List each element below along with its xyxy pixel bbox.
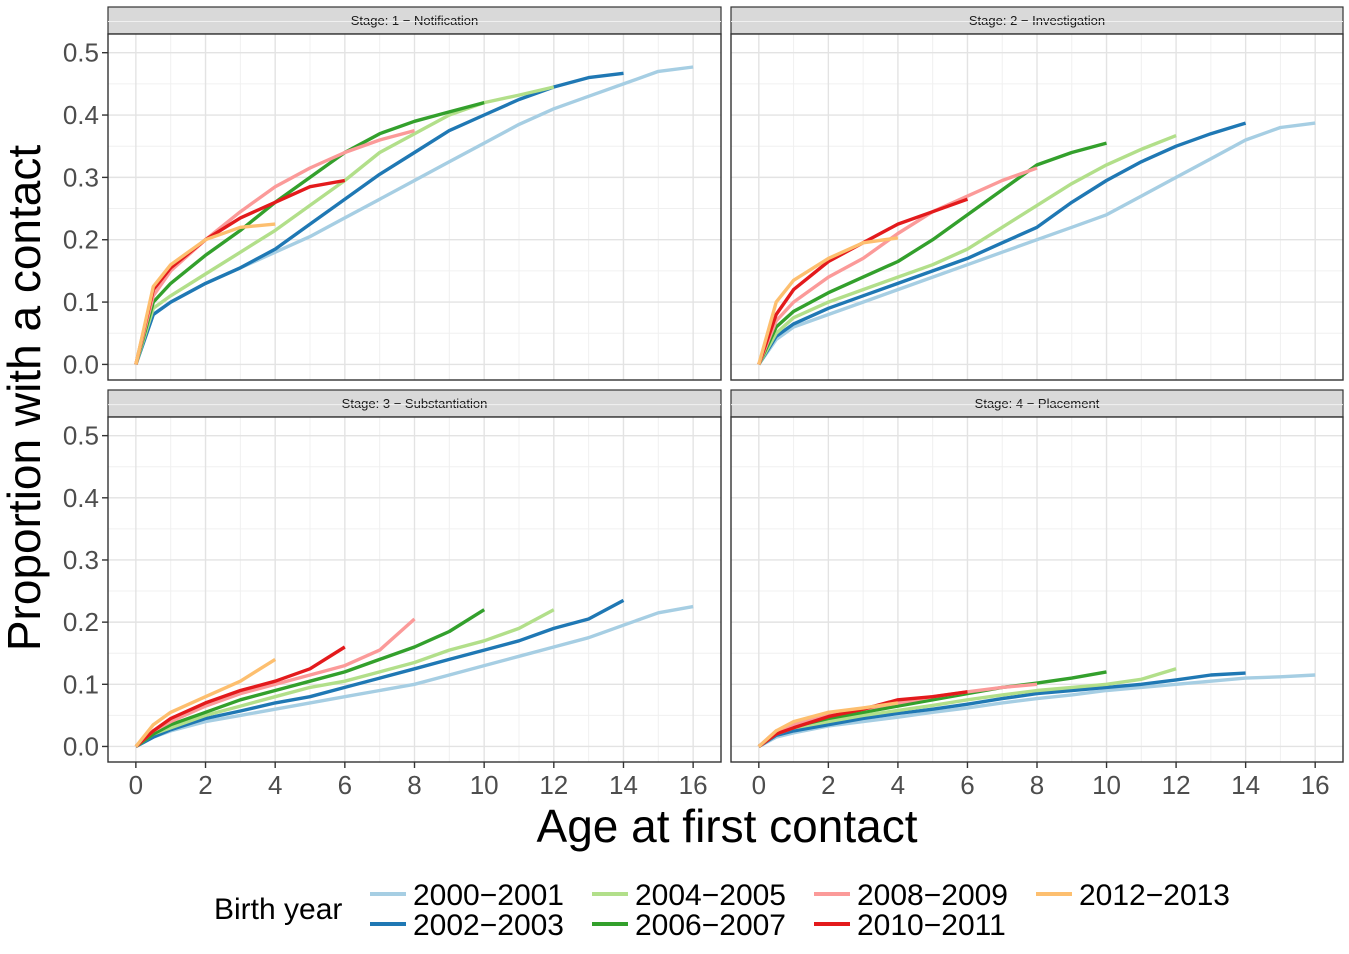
series-line-2002-2003 [134, 71, 624, 365]
y-tick-label: 0.2 [63, 607, 99, 637]
panel-4: Stage: 4 − Placement 0 2 4 6 8 10 12 14 16 [730, 389, 1344, 800]
y-tick-label: 0.2 [63, 225, 99, 255]
series-lines [757, 121, 1316, 366]
y-axis-title: Proportion with a contact [0, 145, 50, 651]
series-lines [134, 65, 694, 365]
facet-strip-label: Stage: 1 − Notification [351, 13, 479, 28]
series-line-2010-2011 [134, 178, 346, 365]
x-tick-label: 8 [407, 770, 421, 800]
x-tick-label: 14 [609, 770, 638, 800]
x-tick-label: 16 [679, 770, 708, 800]
y-tick-label: 0.3 [63, 545, 99, 575]
series-line-2000-2001 [135, 604, 694, 748]
legend: Birth year 2000−20012002−20032004−200520… [214, 879, 1230, 942]
legend-item: 2000−2001 [370, 879, 564, 912]
x-tick-label: 12 [539, 770, 568, 800]
y-tick-label: 0.1 [63, 287, 99, 317]
series-line-2006-2007 [134, 100, 485, 365]
legend-label: 2012−2013 [1079, 879, 1230, 912]
series-line-2012-2013 [757, 236, 899, 365]
series-line-2010-2011 [134, 645, 346, 748]
series-line-2010-2011 [757, 690, 968, 748]
facet-strip-label: Stage: 2 − Investigation [969, 13, 1105, 28]
facet-strip-label: Stage: 3 − Substantiation [342, 396, 488, 411]
y-tick-label: 0.4 [63, 100, 99, 130]
chart-panels: Stage: 1 − Notification 0.0 0.1 0.2 0.3 0.4 0.… [63, 6, 1344, 800]
series-line-2004-2005 [757, 134, 1177, 366]
legend-label: 2004−2005 [635, 879, 786, 912]
series-lines [134, 598, 694, 748]
x-tick-label: 0 [752, 770, 766, 800]
legend-item: 2002−2003 [370, 909, 564, 942]
series-line-2006-2007 [134, 608, 486, 748]
legend-label: 2002−2003 [413, 909, 564, 942]
x-tick-label: 0 [129, 770, 143, 800]
series-line-2012-2013 [757, 701, 899, 748]
x-tick-label: 10 [470, 770, 499, 800]
series-line-2002-2003 [135, 598, 625, 748]
facet-strip [107, 6, 722, 35]
legend-item: 2012−2013 [1036, 879, 1230, 912]
x-tick-label: 2 [821, 770, 835, 800]
x-tick-label: 8 [1030, 770, 1044, 800]
x-tick-label: 2 [198, 770, 212, 800]
series-lines [757, 667, 1316, 748]
x-tick-label: 10 [1092, 770, 1121, 800]
series-line-2012-2013 [134, 222, 276, 365]
legend-label: 2006−2007 [635, 909, 786, 942]
x-tick-label: 4 [891, 770, 905, 800]
facet-strip [107, 389, 722, 418]
x-tick-label: 14 [1231, 770, 1260, 800]
gridlines [108, 21, 721, 380]
legend-label: 2008−2009 [857, 879, 1008, 912]
legend-label: 2000−2001 [413, 879, 564, 912]
series-line-2002-2003 [757, 671, 1246, 748]
y-tick-label: 0.4 [63, 483, 99, 513]
panel-2: Stage: 2 − Investigation [730, 6, 1344, 381]
x-tick-label: 12 [1162, 770, 1191, 800]
x-tick-label: 4 [268, 770, 282, 800]
facet-strip-label: Stage: 4 − Placement [975, 396, 1100, 411]
y-tick-label: 0.3 [63, 162, 99, 192]
y-tick-label: 0.5 [63, 421, 99, 451]
y-tick-label: 0.1 [63, 669, 99, 699]
y-tick-label: 0.0 [63, 349, 99, 379]
legend-item: 2006−2007 [592, 909, 786, 942]
panel-3: Stage: 3 − Substantiation 0.0 0.1 0.2 0.3 0.4… [63, 389, 722, 800]
facet-strip [730, 389, 1344, 418]
series-line-2008-2009 [134, 128, 415, 365]
x-tick-label: 6 [338, 770, 352, 800]
legend-item: 2004−2005 [592, 879, 786, 912]
series-line-2006-2007 [757, 141, 1107, 366]
series-line-2002-2003 [757, 121, 1247, 366]
panel-1: Stage: 1 − Notification 0.0 0.1 0.2 0.3 0.4 0.… [63, 6, 722, 381]
series-line-2000-2001 [757, 121, 1316, 366]
panel-border [107, 33, 722, 381]
legend-label: 2010−2011 [857, 909, 1006, 942]
x-tick-label: 6 [960, 770, 974, 800]
panel-border [730, 33, 1344, 381]
series-line-2004-2005 [134, 608, 555, 748]
legend-title: Birth year [214, 893, 342, 926]
gridlines [731, 404, 1343, 762]
y-tick-label: 0.0 [63, 731, 99, 761]
y-tick-label: 0.5 [63, 38, 99, 68]
x-axis-title: Age at first contact [537, 800, 918, 852]
series-line-2008-2009 [757, 166, 1038, 366]
series-line-2012-2013 [134, 657, 277, 748]
x-tick-label: 16 [1301, 770, 1330, 800]
facet-strip [730, 6, 1344, 35]
legend-item: 2008−2009 [814, 879, 1008, 912]
legend-item: 2010−2011 [814, 909, 1006, 942]
